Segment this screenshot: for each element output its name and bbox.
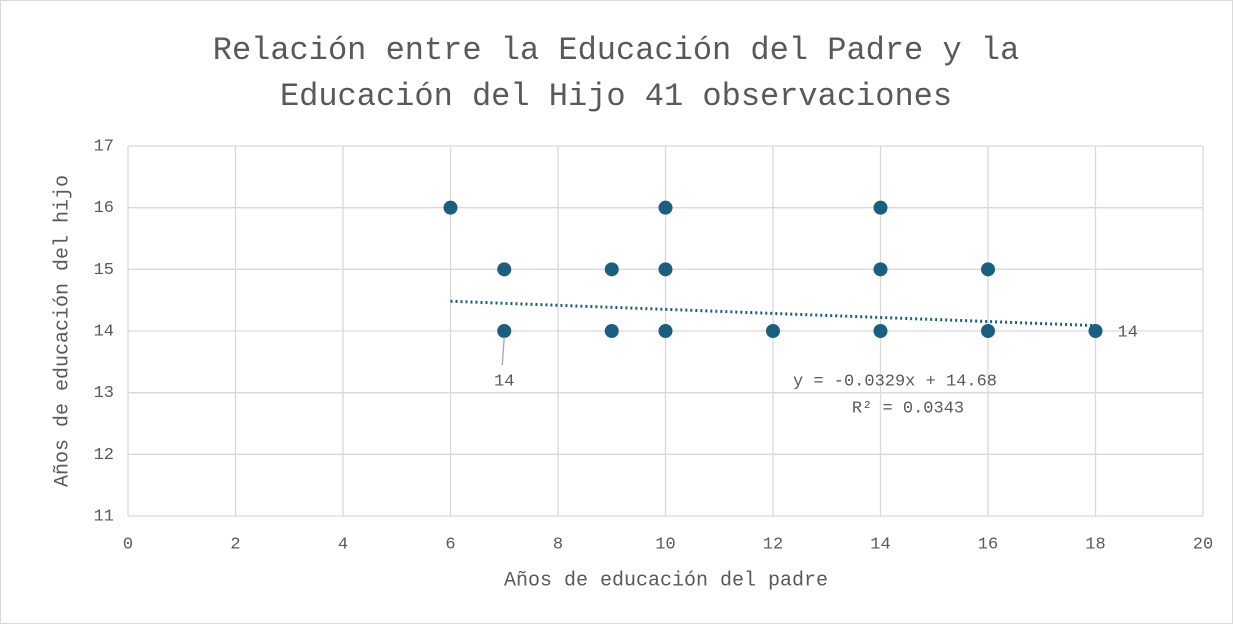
data-point xyxy=(443,200,458,215)
y-tick-label: 17 xyxy=(94,137,114,156)
y-tick-label: 13 xyxy=(94,384,114,403)
y-tick-label: 16 xyxy=(94,199,114,218)
y-axis-title: Años de educación del hijo xyxy=(51,175,74,487)
x-tick-label: 4 xyxy=(338,535,348,554)
x-tick-label: 8 xyxy=(553,535,563,554)
x-tick-label: 10 xyxy=(655,535,675,554)
x-tick-label: 18 xyxy=(1085,535,1105,554)
data-point xyxy=(604,324,619,338)
x-axis-title: Años de educación del padre xyxy=(504,569,828,592)
data-point xyxy=(604,262,619,277)
x-tick-label: 2 xyxy=(230,535,240,554)
data-point xyxy=(873,324,888,338)
x-tick-label: 14 xyxy=(870,535,890,554)
label-leader xyxy=(501,336,505,366)
y-tick-label: 12 xyxy=(94,446,114,465)
data-point xyxy=(1088,324,1103,338)
chart-title: Relación entre la Educación del Padre y … xyxy=(212,32,1020,115)
data-point xyxy=(981,262,995,277)
x-tick-label: 16 xyxy=(978,535,998,554)
data-point xyxy=(766,324,780,338)
data-label: 14 xyxy=(1118,323,1138,342)
trendline-equation: y = -0.0329x + 14.68 xyxy=(793,372,997,391)
data-point xyxy=(981,324,995,338)
trendline-r-squared: R² = 0.0343 xyxy=(852,399,964,418)
data-point xyxy=(497,262,512,277)
x-tick-label: 0 xyxy=(123,535,133,554)
x-tick-label: 6 xyxy=(445,535,455,554)
data-point xyxy=(658,262,673,277)
data-point xyxy=(658,324,673,338)
data-point xyxy=(658,200,673,215)
x-tick-label: 12 xyxy=(763,535,783,554)
data-point xyxy=(873,262,888,277)
data-label: 14 xyxy=(494,372,514,391)
y-tick-label: 14 xyxy=(94,322,114,341)
y-tick-label: 15 xyxy=(94,261,114,280)
data-point xyxy=(497,324,512,338)
data-point xyxy=(873,200,888,215)
y-tick-label: 11 xyxy=(94,507,114,526)
x-tick-label: 20 xyxy=(1193,535,1213,554)
